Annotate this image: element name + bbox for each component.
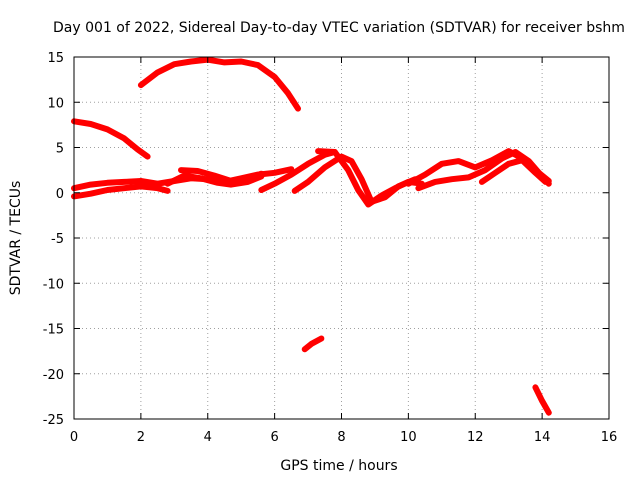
grid — [74, 57, 609, 419]
series-group — [74, 60, 549, 413]
ticks: 0 2 4 6 8 10 12 14 16 15 10 5 0 -5 -10 -15 -20 -25 — [43, 51, 618, 445]
y-tick-label: -15 — [43, 323, 64, 338]
chart-title: Day 001 of 2022, Sidereal Day-to-day VTE… — [53, 20, 625, 36]
series-arc-1 — [74, 121, 148, 156]
x-tick-label: 4 — [204, 430, 212, 445]
x-tick-label: 6 — [270, 430, 278, 445]
y-tick-label: -5 — [51, 232, 64, 247]
x-tick-label: 8 — [337, 430, 345, 445]
y-tick-label: -25 — [43, 413, 64, 428]
y-tick-label: 5 — [56, 142, 64, 157]
x-tick-label: 14 — [534, 430, 551, 445]
y-tick-label: -10 — [43, 277, 64, 292]
x-axis-label: GPS time / hours — [280, 458, 397, 474]
y-tick-label: 10 — [47, 96, 64, 111]
series-arc-14 — [535, 387, 548, 412]
x-tick-label: 16 — [601, 430, 618, 445]
x-tick-label: 10 — [400, 430, 417, 445]
y-axis-label: SDTVAR / TECUs — [8, 181, 24, 296]
y-tick-label: 15 — [47, 51, 64, 66]
x-tick-label: 0 — [70, 430, 78, 445]
x-tick-label: 12 — [467, 430, 484, 445]
x-tick-label: 2 — [137, 430, 145, 445]
sdtvar-chart: Day 001 of 2022, Sidereal Day-to-day VTE… — [0, 0, 640, 480]
y-tick-label: 0 — [56, 187, 64, 202]
y-tick-label: -20 — [43, 368, 64, 383]
series-arc-13 — [305, 339, 322, 350]
